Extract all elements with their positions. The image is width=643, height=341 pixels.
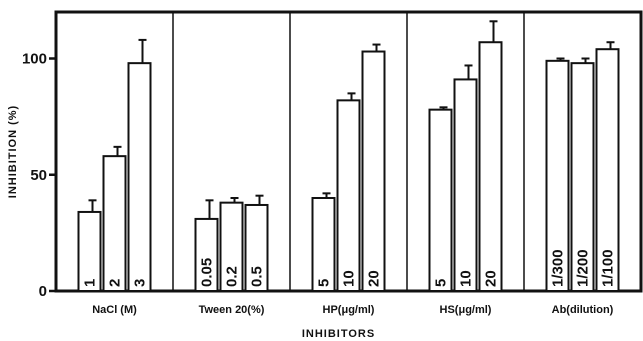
bar [127, 62, 152, 293]
bar [428, 108, 453, 293]
y-tick-label: 50 [30, 167, 47, 184]
group-label: HP(μg/ml) [323, 304, 375, 316]
bar-label: 1/200 [575, 249, 592, 287]
bar [311, 197, 336, 292]
bar [194, 217, 219, 292]
bar-label: 10 [341, 270, 358, 287]
bar-label: 0.05 [199, 258, 216, 287]
bar-label: 0.5 [249, 266, 266, 287]
bar-label: 1/100 [600, 249, 617, 287]
bar [570, 62, 595, 293]
group-label: Ab(dilution) [552, 304, 614, 316]
bar [336, 99, 361, 292]
bar-label: 1 [82, 279, 99, 287]
bar-label: 1/300 [550, 249, 567, 287]
y-tick-label: 100 [22, 51, 47, 68]
bar [244, 203, 269, 293]
bar-label: 3 [132, 279, 149, 287]
bar [361, 50, 386, 293]
bar [219, 201, 244, 292]
bar [478, 41, 503, 292]
bar [453, 78, 478, 292]
bar-label: 20 [483, 270, 500, 287]
group-label: Tween 20(%) [199, 304, 265, 316]
y-axis: 0 50 100 [22, 51, 56, 300]
bar [595, 48, 620, 293]
bars-layer: 1 2 3 0.05 0.2 0.5 5 10 20 5 10 20 1/300 1/200 1/100 [77, 20, 620, 293]
group-labels: NaCl (M) Tween 20(%) HP(μg/ml) HS(μg/ml) Ab(… [92, 304, 613, 316]
bar [77, 210, 102, 292]
bar-label: 20 [366, 270, 383, 287]
group-dividers [172, 12, 525, 291]
x-axis-title: INHIBITORS [302, 328, 375, 340]
bar [102, 155, 127, 292]
bar-label: 2 [107, 279, 124, 287]
group-label: NaCl (M) [92, 304, 137, 316]
bar-label: 5 [316, 279, 333, 287]
bar-label: 0.2 [224, 266, 241, 287]
bar-label: 5 [433, 279, 450, 287]
bar [545, 59, 570, 293]
group-label: HS(μg/ml) [440, 304, 492, 316]
y-axis-title: INHIBITION (%) [7, 105, 19, 198]
y-tick-label: 0 [39, 283, 47, 300]
bar-label: 10 [458, 270, 475, 287]
